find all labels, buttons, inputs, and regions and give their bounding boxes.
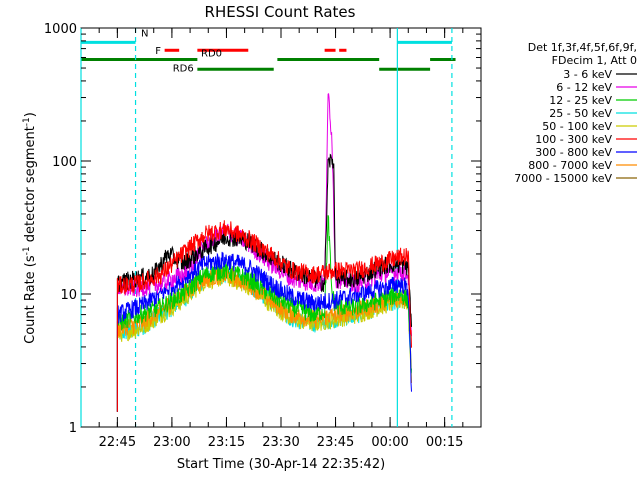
series-line bbox=[116, 220, 412, 412]
legend-label: 12 - 25 keV bbox=[549, 94, 612, 107]
flag-label-n: N bbox=[141, 29, 148, 40]
legend-label: 25 - 50 keV bbox=[549, 107, 612, 120]
y-axis-ticks: 1 10 100 1000 bbox=[44, 22, 481, 436]
series-lines bbox=[116, 92, 412, 412]
flag-bars: NF RD0 RD6 bbox=[81, 29, 456, 75]
x-tick-label: 23:30 bbox=[262, 435, 299, 450]
x-tick-label: 23:45 bbox=[317, 435, 354, 450]
x-tick-label: 23:00 bbox=[153, 435, 190, 450]
x-axis-label: Start Time (30-Apr-14 22:35:42) bbox=[177, 457, 385, 472]
legend-label: 50 - 100 keV bbox=[542, 120, 612, 133]
plot-frame bbox=[80, 27, 482, 428]
y-tick-label: 1 bbox=[69, 421, 77, 436]
x-tick-label: 22:45 bbox=[99, 435, 136, 450]
legend-header-line-2: FDecim 1, Att 0 bbox=[552, 54, 637, 67]
legend-label: 3 - 6 keV bbox=[563, 68, 612, 81]
chart-title: RHESSI Count Rates bbox=[205, 3, 356, 21]
y-tick-label: 1000 bbox=[44, 22, 77, 37]
vertical-markers bbox=[80, 28, 453, 427]
y-tick-label: 10 bbox=[60, 288, 77, 303]
legend-label: 800 - 7000 keV bbox=[528, 159, 612, 172]
flag-label-rd6: RD6 bbox=[173, 64, 194, 75]
x-tick-label: 00:15 bbox=[426, 435, 463, 450]
y-tick-label: 100 bbox=[52, 155, 77, 170]
x-tick-label: 00:00 bbox=[371, 435, 408, 450]
series-line bbox=[116, 215, 412, 412]
y-axis-label: Count Rate (s-1 detector segment-1) bbox=[22, 112, 38, 344]
legend-header-line-1: Det 1f,3f,4f,5f,6f,9f, bbox=[528, 41, 637, 54]
legend-label: 6 - 12 keV bbox=[556, 81, 612, 94]
legend-label: 300 - 800 keV bbox=[535, 146, 612, 159]
legend-label: 7000 - 15000 keV bbox=[514, 172, 612, 185]
flag-label-f: F bbox=[155, 46, 161, 57]
x-tick-label: 23:15 bbox=[208, 435, 245, 450]
flag-label-rd0: RD0 bbox=[201, 49, 222, 60]
x-axis-ticks: 22:45 23:00 23:15 23:30 23:45 00:00 00:15 bbox=[99, 28, 463, 450]
series-line bbox=[116, 92, 412, 412]
series-line bbox=[116, 251, 412, 412]
legend-label: 100 - 300 keV bbox=[535, 133, 612, 146]
